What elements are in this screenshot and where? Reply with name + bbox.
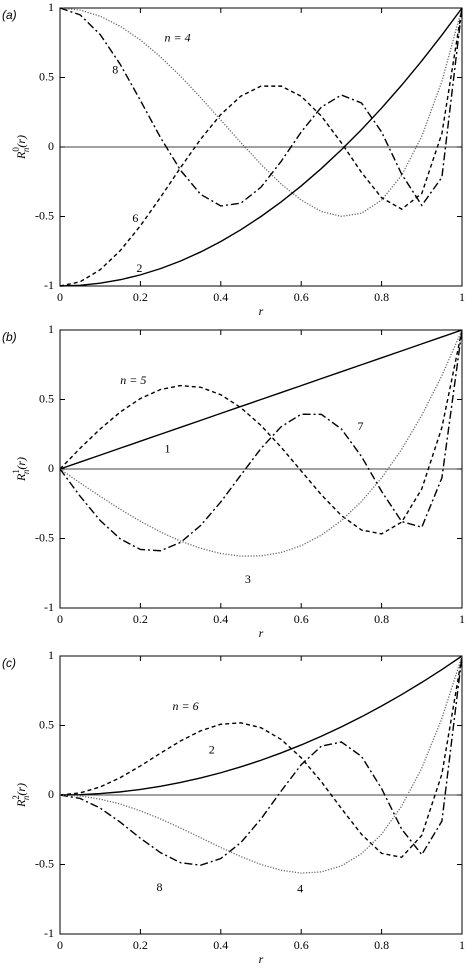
x-tick-label: 0.2: [133, 290, 148, 304]
series-line: [59, 7, 463, 287]
panel-label: (a): [2, 8, 17, 22]
y-tick-label: -1: [44, 278, 54, 292]
y-tick-label: 0: [48, 787, 54, 801]
series-line: [59, 329, 463, 552]
series-label: 2: [209, 742, 215, 756]
y-label-arg: (r): [14, 457, 28, 470]
series-line: [59, 329, 463, 535]
y-tick-label: 0.5: [39, 391, 54, 405]
series-line: [59, 655, 463, 874]
y-label-sub: n: [21, 469, 31, 474]
y-tick-label: -0.5: [35, 530, 54, 544]
series-label: 8: [156, 880, 162, 894]
y-tick-label: 1: [48, 0, 54, 14]
series-label: 3: [245, 572, 251, 586]
y-tick-label: -1: [44, 600, 54, 614]
series-label: 8: [112, 62, 118, 76]
y-tick-label: -0.5: [35, 856, 54, 870]
series-line: [59, 7, 463, 207]
series-line: [59, 655, 463, 796]
y-tick-label: 0: [48, 461, 54, 475]
panel-label: (c): [2, 656, 16, 670]
x-tick-label: 1: [459, 290, 465, 304]
y-tick-label: 0: [48, 139, 54, 153]
y-label-base: R: [14, 473, 28, 482]
series-label: 7: [357, 419, 363, 433]
series-label: n = 6: [173, 699, 199, 713]
series-line: [59, 7, 463, 218]
y-tick-label: -0.5: [35, 208, 54, 222]
x-tick-label: 1: [459, 938, 465, 952]
y-tick-label: 1: [48, 648, 54, 662]
y-label-base: R: [14, 799, 28, 808]
x-tick-label: 0.4: [213, 612, 228, 626]
series-label: 4: [297, 881, 303, 895]
y-label-sup: 2: [11, 795, 21, 800]
x-tick-label: 0.6: [294, 612, 309, 626]
x-tick-label: 0: [57, 290, 63, 304]
y-label-base: R: [14, 151, 28, 160]
x-tick-label: 0.8: [374, 938, 389, 952]
series-label: 6: [132, 211, 138, 225]
series-line: [59, 329, 463, 470]
y-tick-label: 1: [48, 322, 54, 336]
series-label: 2: [136, 261, 142, 275]
y-tick-label: 0.5: [39, 69, 54, 83]
x-axis-label: r: [259, 952, 264, 966]
x-tick-label: 0.6: [294, 938, 309, 952]
x-tick-label: 0.8: [374, 290, 389, 304]
x-tick-label: 0: [57, 612, 63, 626]
x-tick-label: 0: [57, 938, 63, 952]
y-label-sub: n: [21, 795, 31, 800]
x-tick-label: 0.2: [133, 938, 148, 952]
y-label-arg: (r): [14, 783, 28, 796]
series-line: [59, 655, 463, 859]
series-label: n = 4: [165, 30, 191, 44]
x-tick-label: 0.2: [133, 612, 148, 626]
series-line: [59, 329, 463, 557]
x-tick-label: 0.8: [374, 612, 389, 626]
y-tick-label: -1: [44, 926, 54, 940]
x-tick-label: 0.6: [294, 290, 309, 304]
series-label: n = 5: [120, 373, 146, 387]
y-tick-label: 0.5: [39, 717, 54, 731]
panel-label: (b): [2, 330, 17, 344]
x-tick-label: 1: [459, 612, 465, 626]
series-line: [59, 7, 463, 287]
y-label-sup: 1: [11, 469, 21, 474]
x-axis-label: r: [259, 626, 264, 640]
series-line: [59, 655, 463, 866]
x-tick-label: 0.4: [213, 290, 228, 304]
y-label-arg: (r): [14, 135, 28, 148]
series-label: 1: [165, 441, 171, 455]
x-tick-label: 0.4: [213, 938, 228, 952]
y-label-sub: n: [21, 147, 31, 152]
y-axis-label: R1n(r): [11, 457, 31, 482]
y-axis-label: R0n(r): [11, 135, 31, 160]
x-axis-label: r: [259, 304, 264, 318]
y-axis-label: R2n(r): [11, 783, 31, 808]
y-label-sup: 0: [11, 147, 21, 152]
